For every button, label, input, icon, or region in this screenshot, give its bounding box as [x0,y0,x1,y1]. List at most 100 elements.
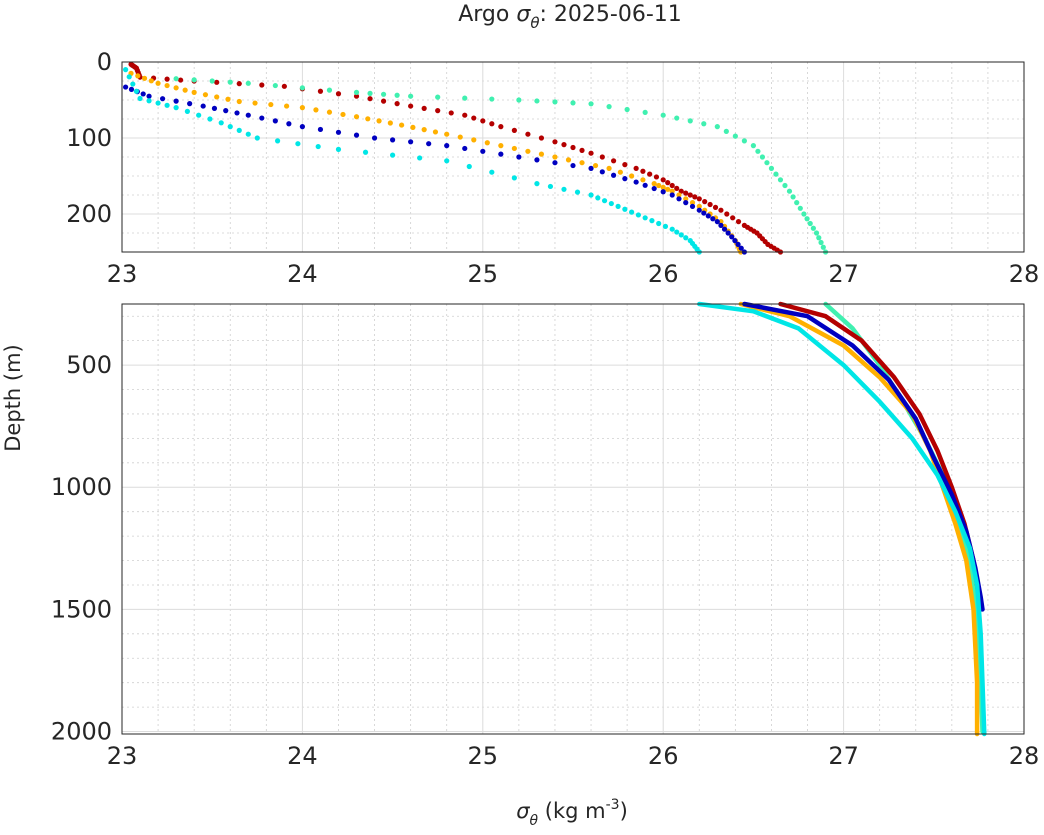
data-point [182,87,188,93]
data-point [387,120,393,126]
data-point [432,129,439,135]
data-point [552,139,558,145]
data-point [588,150,594,156]
data-point [660,177,666,183]
data-point [444,158,450,164]
data-point [380,91,387,97]
data-point [777,177,784,183]
data-point [444,143,450,149]
data-point [353,114,360,120]
data-point [135,73,141,79]
data-point [813,230,820,236]
data-point [718,219,724,225]
data-point [662,223,669,229]
data-point [184,108,190,114]
x-tick-label: 23 [107,260,138,288]
data-point [137,95,143,102]
data-point [669,182,675,189]
data-point [738,245,744,251]
data-point [390,137,396,143]
data-point [570,144,576,151]
data-point [705,213,711,219]
data-point [196,112,202,118]
y-tick-label: 1000 [51,473,112,501]
data-point [164,82,170,89]
data-point [592,162,599,169]
data-point [173,105,179,111]
data-point [561,142,567,148]
data-point [735,241,741,247]
data-point [335,129,342,135]
data-point [579,160,585,166]
data-point [674,115,680,121]
data-point [678,232,684,238]
data-point [394,101,400,107]
data-point [390,152,396,158]
data-point [426,141,432,147]
x-tick-label: 24 [287,260,318,288]
data-point [457,134,463,140]
data-point [649,218,655,224]
data-point [511,145,517,152]
data-point [525,148,531,154]
upper-axes-frame [121,61,1025,253]
data-point [227,124,233,130]
data-point [133,88,140,94]
data-point [471,115,477,121]
data-point [714,124,720,130]
data-point [790,194,796,200]
data-point [599,169,605,175]
data-point [552,99,558,105]
data-point [714,219,720,225]
data-point [299,85,305,91]
data-point [417,155,423,161]
data-point [816,235,822,241]
data-point [191,77,197,83]
data-point [155,80,161,86]
data-point [380,98,387,104]
data-point [656,182,662,189]
data-point [146,98,152,104]
data-point [340,111,346,118]
data-point [214,94,220,100]
data-point [701,210,707,216]
data-point [665,180,671,186]
data-point [622,176,628,182]
data-point [534,181,540,187]
data-point [692,194,698,200]
data-point [462,145,468,152]
upper-grid [121,61,1025,253]
data-point [123,67,129,73]
series-line [778,301,983,612]
data-point [674,229,680,235]
data-point [683,190,689,196]
data-point [689,203,696,209]
data-point [730,215,736,221]
lower-axes-frame [121,303,1025,735]
x-tick-label: 25 [468,742,499,770]
data-point [642,215,648,221]
data-point [511,175,517,181]
data-point [683,196,689,202]
data-point [807,220,813,227]
data-point [489,169,495,175]
data-point [640,177,646,183]
data-point [687,192,693,198]
data-point [710,216,716,222]
data-point [561,186,567,192]
y-tick-label: 2000 [51,718,112,746]
chart-title: Argo σθ: 2025-06-11 [458,2,682,32]
data-point [755,148,761,154]
data-point [678,188,684,194]
data-point [466,163,472,170]
series-points [128,61,784,255]
y-axis-label: Depth (m) [1,344,25,451]
data-point [721,226,728,232]
data-point [362,149,369,155]
data-point [286,121,292,127]
data-point [676,192,682,198]
data-point [588,192,594,198]
data-point [408,103,414,109]
data-point [489,96,495,102]
